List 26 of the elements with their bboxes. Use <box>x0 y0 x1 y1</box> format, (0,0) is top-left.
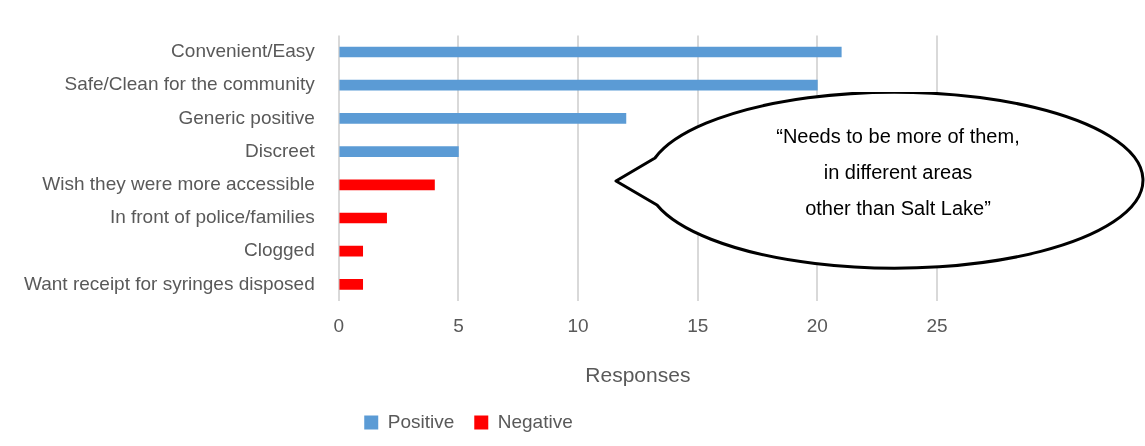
bar <box>339 146 459 157</box>
y-tick-label: Wish they were more accessible <box>42 173 315 195</box>
x-tick-label: 20 <box>806 314 828 336</box>
y-tick-label: Clogged <box>243 239 315 261</box>
y-tick-label: Convenient/Easy <box>171 40 316 62</box>
legend-label: Positive <box>387 410 455 432</box>
y-tick-label: In front of police/families <box>109 206 315 228</box>
x-axis-title: Responses <box>585 363 691 387</box>
x-tick-label: 5 <box>453 314 464 336</box>
bar <box>339 46 842 58</box>
x-tick-label: 25 <box>926 314 948 336</box>
y-tick-label: Discreet <box>245 139 316 161</box>
bar <box>339 245 364 257</box>
bar <box>339 113 627 124</box>
y-tick-label: Safe/Clean for the community <box>64 73 316 95</box>
x-tick-label: 0 <box>333 314 345 336</box>
x-tick-label: 10 <box>567 314 589 336</box>
annotation: “Needs to be more of them, in different areas other than Salt Lake” <box>775 124 1021 221</box>
x-tick-label: 15 <box>687 314 709 336</box>
bar <box>339 212 387 224</box>
y-tick-label: Generic positive <box>178 106 315 128</box>
y-tick-label: Want receipt for syringes disposed <box>24 272 315 294</box>
bar <box>339 279 364 290</box>
bar <box>339 179 435 191</box>
legend-label: Negative <box>497 410 573 432</box>
bar <box>339 79 818 91</box>
